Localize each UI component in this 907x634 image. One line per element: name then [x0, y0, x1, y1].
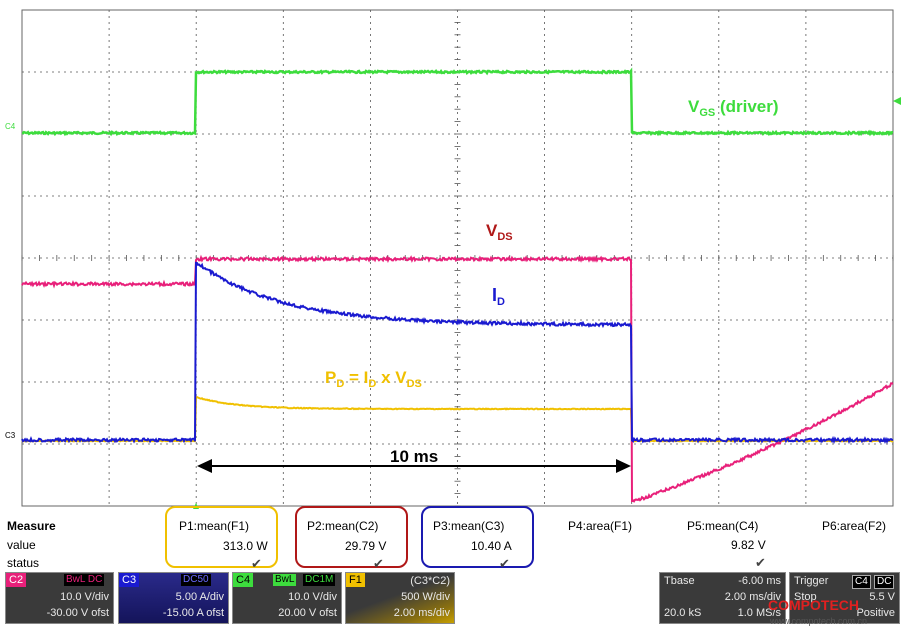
id-trace: [21, 261, 894, 445]
f1-timebase: 2.00 ms/div: [393, 607, 450, 619]
vds-label: VDS: [486, 222, 513, 243]
trigger-level-marker: [893, 97, 901, 105]
trigger-coupling-badge: DC: [874, 575, 895, 589]
interval-label: 10 ms: [390, 447, 439, 466]
f1-formula: (C3*C2): [410, 575, 450, 587]
tbase-label: Tbase: [664, 575, 695, 587]
vgs-label: VGS (driver): [688, 98, 779, 119]
tbase-per-div: 2.00 ms/div: [724, 591, 781, 603]
waveform-traces: [21, 67, 901, 509]
id-label-sub: D: [497, 296, 505, 308]
vds-label-sub: DS: [497, 231, 513, 243]
c2-descriptor[interactable]: C2 BwL DC 10.0 V/div -30.00 V ofst: [5, 572, 114, 624]
c4-tag: C4: [233, 573, 254, 587]
c4-descriptor[interactable]: C4 BwL DC1M 10.0 V/div 20.00 V ofst: [232, 572, 342, 624]
timebase-descriptor[interactable]: Tbase -6.00 ms 2.00 ms/div 20.0 kS 1.0 M…: [659, 572, 786, 624]
p5-status-check-icon: ✔: [755, 555, 766, 570]
status-header: status: [7, 556, 40, 570]
measure-p2[interactable]: P2:mean(C2) 29.79 V ✔: [295, 506, 408, 571]
tbase-samples: 20.0 kS: [664, 607, 702, 619]
c4-marker-text: C4: [5, 122, 16, 131]
pd-label-sub2: D: [368, 378, 377, 390]
p2-status-check-icon: ✔: [373, 556, 384, 571]
pd-label-mid2: x V: [376, 368, 407, 387]
pd-label-main: P: [325, 368, 337, 387]
c3-scale: 5.00 A/div: [175, 591, 224, 603]
p2-value: 29.79 V: [345, 539, 387, 553]
c2-scale: 10.0 V/div: [60, 591, 109, 603]
p1-status-check-icon: ✔: [251, 556, 262, 571]
f1-scale: 500 W/div: [401, 591, 450, 603]
c3-descriptor[interactable]: C3 DC50 5.00 A/div -15.00 A ofst: [118, 572, 229, 624]
p3-name: P3:mean(C3): [433, 519, 505, 533]
c3-offset: -15.00 A ofst: [162, 607, 224, 619]
p1-name: P1:mean(F1): [179, 519, 250, 533]
trigger-slope: Positive: [856, 607, 895, 619]
c2-badges: BwL DC: [64, 574, 105, 586]
p2-name: P2:mean(C2): [307, 519, 379, 533]
vgs-label-sub: GS: [699, 107, 716, 119]
pd-label-mid: = I: [344, 368, 369, 387]
measure-p3[interactable]: P3:mean(C3) 10.40 A ✔: [421, 506, 534, 571]
trigger-mode: Stop: [794, 591, 817, 603]
vgs-trace: [21, 67, 894, 137]
measure-header: Measure: [7, 519, 56, 533]
pd-label: PD = ID x VDS: [325, 369, 422, 390]
c2-offset: -30.00 V ofst: [46, 607, 109, 619]
value-header: value: [7, 538, 36, 552]
id-label-main: I: [492, 285, 498, 305]
f1-tag: F1: [346, 573, 365, 587]
waveform-display: [21, 9, 901, 509]
watermark-brand: COMPOTECH: [768, 597, 859, 613]
watermark-url: www.compotech.com.cn: [770, 616, 868, 626]
c3-ground-marker: C3: [5, 431, 16, 440]
trigger-descriptor[interactable]: Trigger C4 DC Stop 5.5 V Positive: [789, 572, 900, 624]
c4-scale: 10.0 V/div: [288, 591, 337, 603]
p1-value: 313.0 W: [223, 539, 268, 553]
p3-status-check-icon: ✔: [499, 556, 510, 571]
p6-name[interactable]: P6:area(F2): [822, 519, 887, 533]
p3-value: 10.40 A: [471, 539, 512, 553]
id-label: ID: [492, 286, 505, 308]
interval-arrow-right-head: [616, 459, 631, 473]
c2-tag: C2: [6, 573, 27, 587]
measure-p1[interactable]: P1:mean(F1) 313.0 W ✔: [165, 506, 278, 571]
tbase-delay: -6.00 ms: [738, 575, 781, 587]
c4-offset: 20.00 V ofst: [278, 607, 337, 619]
f1-descriptor[interactable]: F1 (C3*C2) 500 W/div 2.00 ms/div: [345, 572, 455, 624]
p5-name[interactable]: P5:mean(C4): [687, 519, 759, 533]
trigger-level: 5.5 V: [869, 591, 895, 603]
p5-value: 9.82 V: [731, 538, 766, 552]
vgs-label-tail: (driver): [715, 97, 779, 116]
c3-tag: C3: [119, 573, 140, 587]
vds-label-main: V: [486, 221, 498, 240]
trigger-label: Trigger: [794, 575, 829, 587]
c4-ground-marker: C4: [5, 123, 15, 131]
interval-arrow-left-head: [197, 459, 212, 473]
vgs-label-main: V: [688, 97, 700, 116]
c4-badge-bwl: BwL: [273, 574, 297, 586]
trigger-source-badge: C4: [852, 575, 871, 589]
pd-label-sub3: DS: [406, 378, 422, 390]
tbase-rate: 1.0 MS/s: [737, 607, 781, 619]
c4-badge-dc1m: DC1M: [303, 574, 336, 586]
pd-label-sub1: D: [336, 378, 345, 390]
c3-badges: DC50: [181, 574, 211, 586]
p4-name[interactable]: P4:area(F1): [568, 519, 633, 533]
vds-trace: [21, 254, 894, 503]
